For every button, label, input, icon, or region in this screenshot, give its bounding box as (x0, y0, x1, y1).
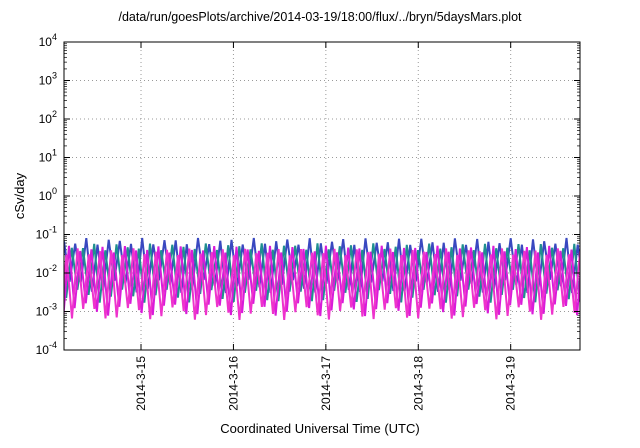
y-tick-label: 10-3 (36, 302, 57, 319)
x-tick-label: 2014-3-15 (134, 356, 148, 411)
x-tick-label: 2014-3-19 (504, 356, 518, 411)
y-tick-label: 100 (39, 186, 57, 203)
x-tick-label: 2014-3-17 (319, 356, 333, 411)
plot-title: /data/run/goesPlots/archive/2014-03-19/1… (118, 10, 522, 24)
y-tick-label: 103 (39, 71, 57, 88)
x-tick-label: 2014-3-18 (411, 356, 425, 411)
series-teal (64, 243, 580, 303)
y-tick-label: 102 (39, 109, 57, 126)
series-magenta2 (64, 248, 580, 320)
series-group (64, 237, 580, 320)
x-axis-label: Coordinated Universal Time (UTC) (220, 421, 420, 436)
y-tick-label: 104 (39, 32, 57, 49)
x-tick-label: 2014-3-16 (226, 356, 240, 411)
y-tick-label: 10-2 (36, 263, 57, 280)
y-tick-label: 10-1 (36, 225, 57, 242)
y-tick-label: 10-4 (36, 340, 57, 357)
series-magenta (64, 245, 580, 317)
y-tick-label: 101 (39, 148, 57, 165)
